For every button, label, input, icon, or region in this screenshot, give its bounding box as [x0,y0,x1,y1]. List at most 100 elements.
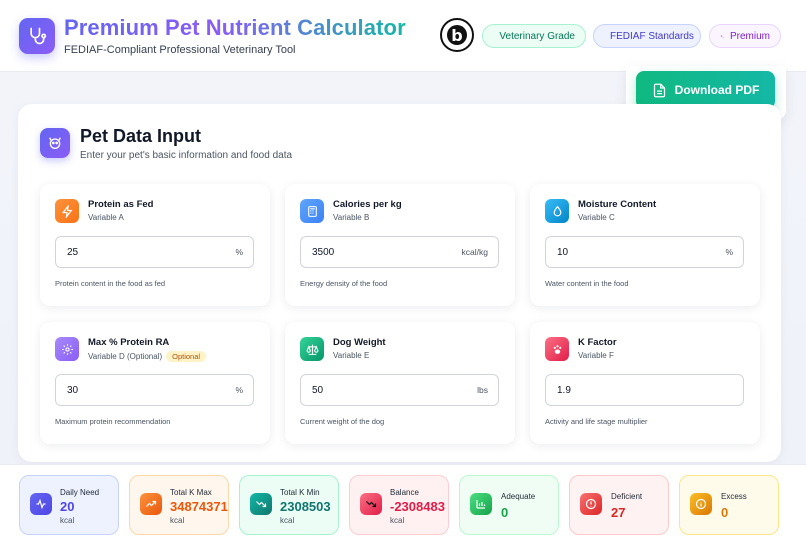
stat-total-k-max: Total K Max 34874371 kcal [129,475,229,535]
field-unit: % [235,385,243,395]
sparkles-icon [720,34,724,38]
field-title: Protein as Fed [88,199,154,210]
stat-value: 0 [501,505,509,520]
field-title: Calories per kg [333,199,402,210]
stat-value: 27 [611,505,626,520]
field-unit: % [235,247,243,257]
stat-excess: Excess 0 [679,475,779,535]
fediaf-standards-badge: FEDIAF Standards [593,24,701,48]
bolt-icon [55,199,79,223]
field-variable: Variable E [333,351,370,360]
max-protein-ra-input[interactable]: 30 % [55,374,254,406]
field-value: 30 [67,384,79,396]
moisture-content-input[interactable]: 10 % [545,236,744,268]
stat-daily-need: Daily Need 20 kcal [19,475,119,535]
field-card-moisture-content: Moisture Content Variable C 10 % Water c… [530,184,760,306]
stat-adequate: Adequate 0 [459,475,559,535]
paw-icon [545,337,569,361]
field-help: Protein content in the food as fed [55,279,166,288]
app-title: Premium Pet Nutrient Calculator [64,15,406,40]
pulse-icon [30,493,52,515]
bar-chart-icon [470,493,492,515]
gear-icon [55,337,79,361]
trend-up-icon [140,493,162,515]
stethoscope-icon [19,18,55,54]
download-pdf-label: Download PDF [674,83,760,97]
field-value: 50 [312,384,324,396]
field-card-protein-as-fed: Protein as Fed Variable A 25 % Protein c… [40,184,270,306]
download-pdf-button[interactable]: Download PDF [636,71,775,109]
badge-b-icon[interactable]: b [440,18,474,52]
field-card-k-factor: K Factor Variable F 1.9 Activity and lif… [530,322,760,444]
pet-data-input-panel: Pet Data Input Enter your pet's basic in… [18,104,781,462]
stat-deficient: Deficient 27 [569,475,669,535]
stat-label: Total K Min [280,488,320,497]
field-variable: Variable F [578,351,614,360]
field-help: Current weight of the dog [300,417,385,426]
stat-unit: kcal [390,516,405,525]
stat-total-k-min: Total K Min 2308503 kcal [239,475,339,535]
pet-icon [40,128,70,158]
stat-value: -2308483 [390,499,445,514]
field-unit: kcal/kg [461,247,488,257]
field-title: Max % Protein RA [88,337,170,348]
stat-unit: kcal [60,516,75,525]
field-unit: % [725,247,733,257]
trend-arrow-icon [360,493,382,515]
field-help: Maximum protein recommendation [55,417,171,426]
field-help: Water content in the food [545,279,629,288]
field-card-calories-per-kg: Calories per kg Variable B 3500 kcal/kg … [285,184,515,306]
field-title: K Factor [578,337,617,348]
veterinary-grade-badge: Veterinary Grade [482,24,586,48]
app-subtitle: FEDIAF-Compliant Professional Veterinary… [64,44,296,56]
field-help: Activity and life stage multiplier [545,417,648,426]
field-variable: Variable B [333,213,370,222]
stat-value: 20 [60,499,75,514]
trend-down-icon [250,493,272,515]
field-value: 10 [557,246,569,258]
stat-value: 2308503 [280,499,331,514]
calories-per-kg-input[interactable]: 3500 kcal/kg [300,236,499,268]
field-card-dog-weight: Dog Weight Variable E 50 lbs Current wei… [285,322,515,444]
field-variable: Variable A [88,213,124,222]
field-title: Dog Weight [333,337,386,348]
field-value: 25 [67,246,79,258]
stat-value: 34874371 [170,499,228,514]
optional-badge: Optional [166,351,207,362]
section-title: Pet Data Input [80,126,202,146]
premium-label: Premium [729,30,770,42]
droplet-icon [545,199,569,223]
results-summary-bar: Daily Need 20 kcal Total K Max 34874371 … [0,464,806,542]
field-variable: Variable D (Optional) Optional [88,351,207,362]
stat-unit: kcal [170,516,185,525]
info-circle-icon [690,493,712,515]
veterinary-grade-label: Veterinary Grade [499,30,575,42]
stat-unit: kcal [280,516,295,525]
field-title: Moisture Content [578,199,657,210]
stat-label: Deficient [611,492,643,501]
field-help: Energy density of the food [300,279,388,288]
protein-as-fed-input[interactable]: 25 % [55,236,254,268]
calculator-icon [300,199,324,223]
field-value: 1.9 [557,384,571,396]
stat-balance: Balance -2308483 kcal [349,475,449,535]
field-value: 3500 [312,246,335,258]
stat-label: Excess [721,492,747,501]
section-subtitle: Enter your pet's basic information and f… [80,150,293,161]
file-icon [653,83,665,97]
app-header: Premium Pet Nutrient Calculator FEDIAF-C… [0,0,806,72]
field-variable: Variable C [578,213,615,222]
k-factor-input[interactable]: 1.9 [545,374,744,406]
scale-icon [300,337,324,361]
dog-weight-input[interactable]: 50 lbs [300,374,499,406]
field-variable-text: Variable D (Optional) [88,352,163,361]
stat-label: Adequate [501,492,536,501]
stat-label: Total K Max [170,488,212,497]
fediaf-standards-label: FEDIAF Standards [610,30,694,42]
stat-label: Balance [390,488,419,497]
alert-circle-icon [580,493,602,515]
premium-badge: Premium [709,24,781,48]
field-unit: lbs [477,385,488,395]
stat-label: Daily Need [60,488,100,497]
field-card-max-protein-ra: Max % Protein RA Variable D (Optional) Op… [40,322,270,444]
